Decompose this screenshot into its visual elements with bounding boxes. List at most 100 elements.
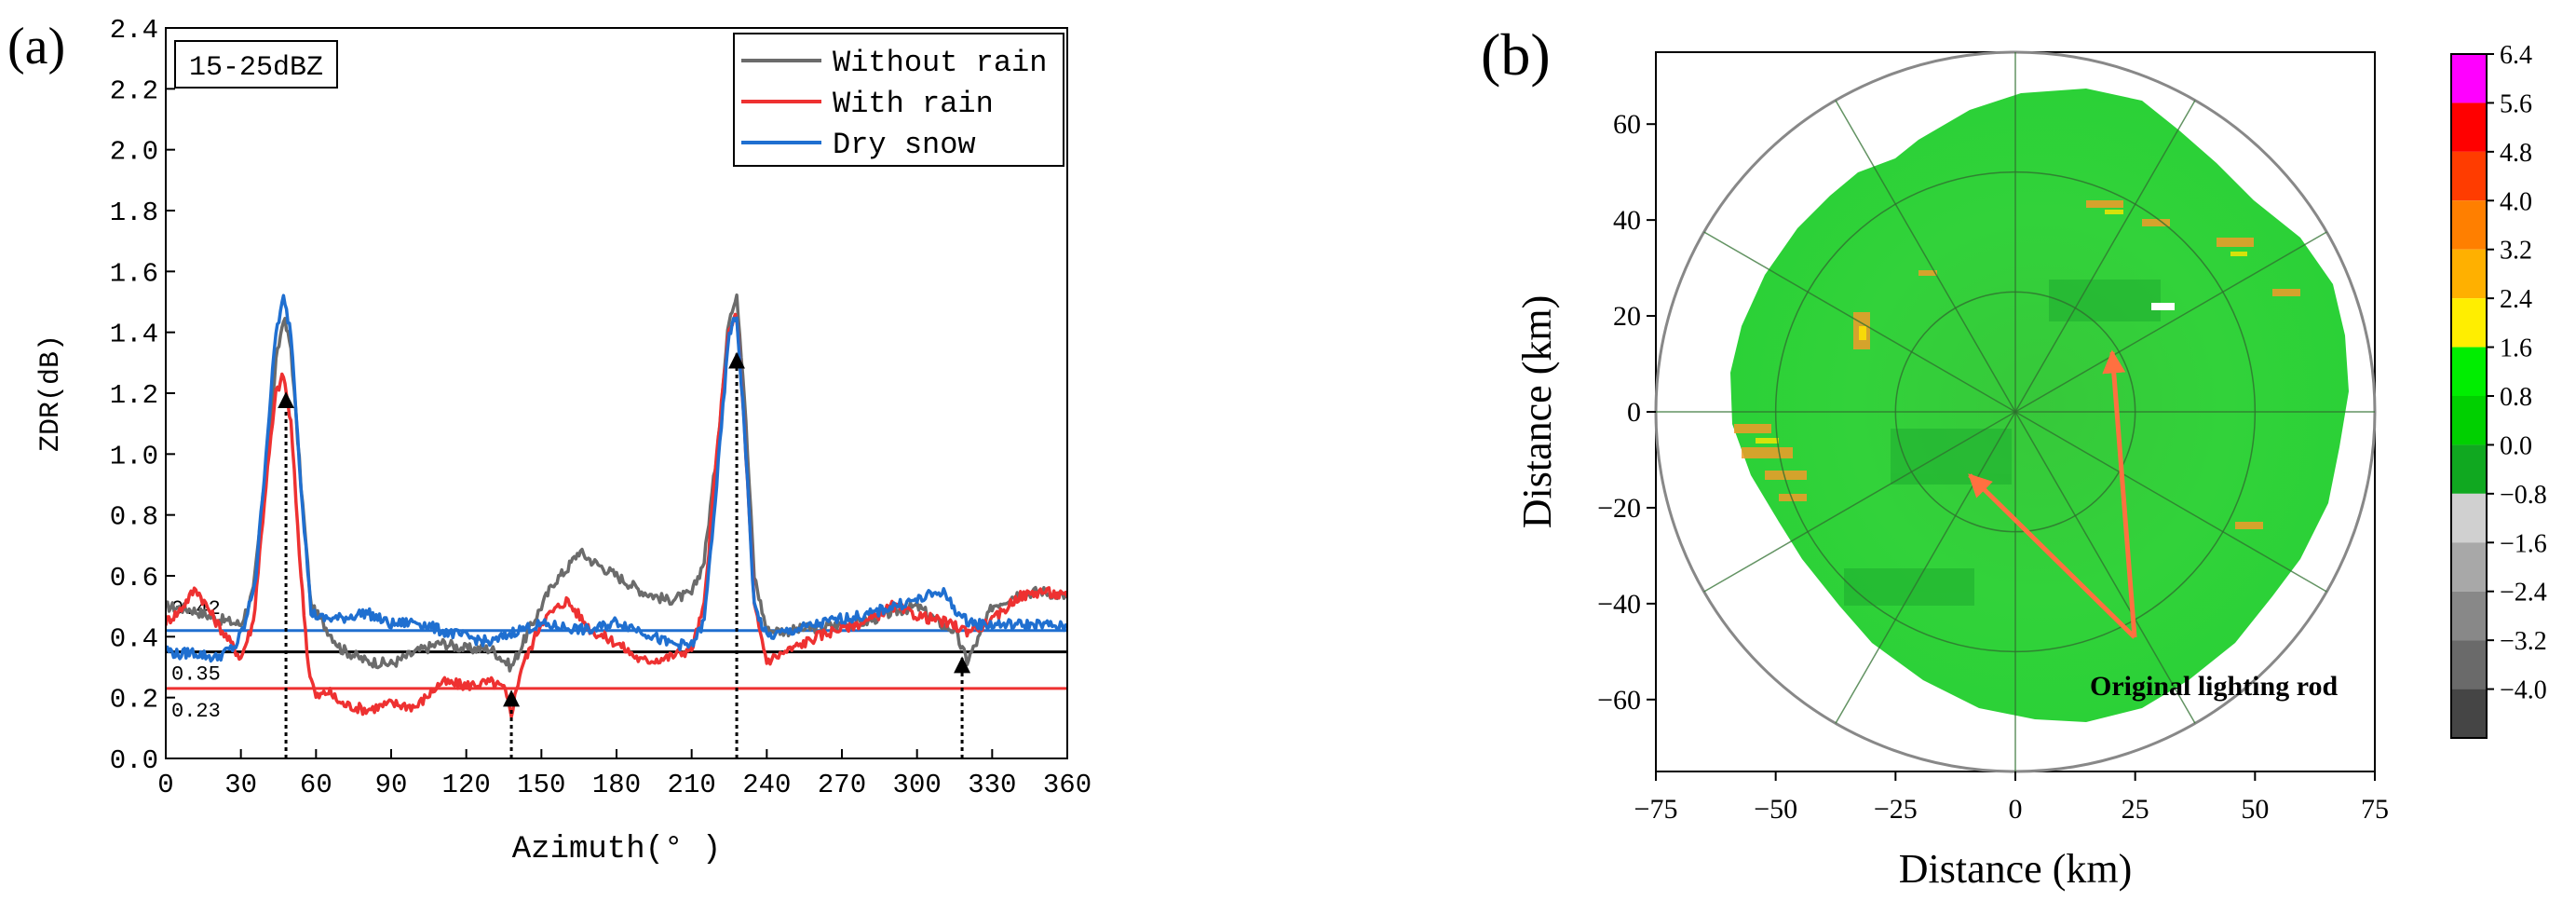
y-tick-label: 1.2 xyxy=(110,380,158,411)
x-tick-label: 90 xyxy=(375,770,408,800)
colorbar-label: 4.0 xyxy=(2500,187,2532,216)
radial-line xyxy=(2014,100,2196,413)
x-tick-label: 30 xyxy=(224,770,257,800)
lightning-rod-arrows xyxy=(1968,349,2137,639)
reference-line-label: 0.35 xyxy=(171,663,221,687)
colorbar-segment xyxy=(2451,396,2487,445)
x-tick-label: 210 xyxy=(668,770,716,800)
colorbar-segment xyxy=(2451,54,2487,103)
panel-b-ticks: −75 −50 −25 0 25 50 75 −60 −40 −20 0 20 40 60 xyxy=(1597,109,2389,825)
x-tick-label: −25 xyxy=(1874,794,1918,825)
annotation-box xyxy=(174,40,338,89)
panel-a-ylabel: ZDR(dB) xyxy=(35,334,67,452)
radial-line xyxy=(2014,411,2196,724)
x-tick-label: 120 xyxy=(442,770,491,800)
panel-a-arrows xyxy=(278,351,971,758)
radial-line xyxy=(1835,100,2016,413)
x-tick-label: 150 xyxy=(517,770,565,800)
colorbar-segment xyxy=(2451,151,2487,201)
radial-line xyxy=(1835,411,2016,724)
series-line-dry-snow xyxy=(166,294,1067,663)
x-tick-label: 240 xyxy=(742,770,791,800)
colorbar-label: 5.6 xyxy=(2500,89,2532,118)
y-tick-label: 2.0 xyxy=(110,137,158,168)
colorbar-segment xyxy=(2451,102,2487,152)
y-tick-label: −60 xyxy=(1597,685,1641,716)
colorbar-label: 0.8 xyxy=(2500,383,2532,412)
panel-b-label: (b) xyxy=(1481,21,1551,88)
radar-speckles-yellow xyxy=(1756,210,2247,444)
legend-label-with-rain: With rain xyxy=(833,87,994,121)
colorbar-label: 2.4 xyxy=(2500,285,2532,314)
colorbar-label: −3.2 xyxy=(2500,627,2547,656)
panel-a: (a) 0 30 60 90 120 150 180 210 240 270 300 330 360 0.… xyxy=(7,15,1091,867)
x-tick-label: 180 xyxy=(592,770,641,800)
y-tick-label: 0.4 xyxy=(110,623,158,654)
panel-a-xlabel: Azimuth(° ) xyxy=(512,832,721,867)
arrow-to-original-rod xyxy=(2102,349,2137,638)
colorbar-label: −4.0 xyxy=(2500,676,2547,705)
colorbar-segment xyxy=(2451,200,2487,250)
radar-gap xyxy=(2151,303,2175,310)
colorbar-label: 0.0 xyxy=(2500,431,2532,460)
colorbar-label: 6.4 xyxy=(2500,41,2532,70)
colorbar-label: −2.4 xyxy=(2500,579,2547,607)
y-tick-label: 40 xyxy=(1613,205,1641,236)
colorbar-label: 4.8 xyxy=(2500,139,2532,168)
colorbar-segment xyxy=(2451,542,2487,592)
x-tick-label: 330 xyxy=(968,770,1016,800)
y-tick-label: 60 xyxy=(1613,109,1641,140)
x-tick-label: 300 xyxy=(893,770,942,800)
y-tick-label: 1.4 xyxy=(110,320,158,350)
panel-b: (b) xyxy=(1481,21,2547,892)
lighting-rod-label: Original lighting rod xyxy=(2090,671,2338,702)
radial-line xyxy=(2014,411,2327,593)
x-tick-label: 0 xyxy=(2009,794,2023,825)
y-tick-label: 1.8 xyxy=(110,198,158,228)
colorbar: 6.4 5.6 4.8 4.0 3.2 2.4 1.6 0.8 0.0 −0.8 −1.6 −2.4 −… xyxy=(2450,41,2547,739)
colorbar-segment xyxy=(2451,493,2487,543)
colorbar-label: −1.6 xyxy=(2500,529,2547,558)
x-tick-label: 270 xyxy=(818,770,866,800)
colorbar-segment xyxy=(2451,640,2487,689)
colorbar-segment xyxy=(2451,298,2487,348)
legend-label-dry-snow: Dry snow xyxy=(833,128,976,162)
y-tick-label: 20 xyxy=(1613,301,1641,332)
y-tick-label: 0.2 xyxy=(110,685,158,716)
y-tick-label: 2.4 xyxy=(110,15,158,46)
x-tick-label: −75 xyxy=(1634,794,1678,825)
legend: Without rain With rain Dry snow xyxy=(733,33,1064,167)
colorbar-segment xyxy=(2451,444,2487,494)
colorbar-label: 1.6 xyxy=(2500,334,2532,363)
panel-a-plot-frame xyxy=(165,27,1068,759)
y-tick-label: 1.6 xyxy=(110,258,158,289)
y-tick-label: 0 xyxy=(1627,397,1641,428)
annotation-box-label: 15-25dBZ xyxy=(189,52,323,84)
panel-a-series xyxy=(166,293,1067,719)
panel-b-xlabel: Distance (km) xyxy=(1899,846,2132,892)
x-tick-label: 0 xyxy=(157,770,173,800)
panel-a-label: (a) xyxy=(7,18,65,75)
x-tick-label: 75 xyxy=(2361,794,2389,825)
y-tick-label: 0.6 xyxy=(110,563,158,594)
x-tick-label: 60 xyxy=(300,770,332,800)
radial-line xyxy=(1703,411,2016,593)
y-tick-label: 1.0 xyxy=(110,441,158,471)
y-tick-label: 2.2 xyxy=(110,75,158,106)
reference-line-label: 0.23 xyxy=(171,700,221,723)
radial-line xyxy=(1703,231,2016,413)
y-tick-label: −40 xyxy=(1597,589,1641,620)
legend-label-without-rain: Without rain xyxy=(833,46,1047,80)
panel-b-ylabel: Distance (km) xyxy=(1514,295,1560,528)
x-tick-label: 360 xyxy=(1043,770,1091,800)
panel-a-ticks: 0 30 60 90 120 150 180 210 240 270 300 330 360 0.0 0.2… xyxy=(110,15,1091,800)
panel-b-polar-grid xyxy=(1654,50,2377,773)
y-tick-label: −20 xyxy=(1597,493,1641,524)
y-tick-label: 0.8 xyxy=(110,502,158,533)
x-tick-label: 50 xyxy=(2241,794,2269,825)
arrow-to-new-rod xyxy=(1968,473,2136,639)
panel-a-reference-lines: 0.420.350.23 xyxy=(166,597,1067,723)
radial-line xyxy=(2014,231,2327,413)
colorbar-label: 3.2 xyxy=(2500,237,2532,266)
